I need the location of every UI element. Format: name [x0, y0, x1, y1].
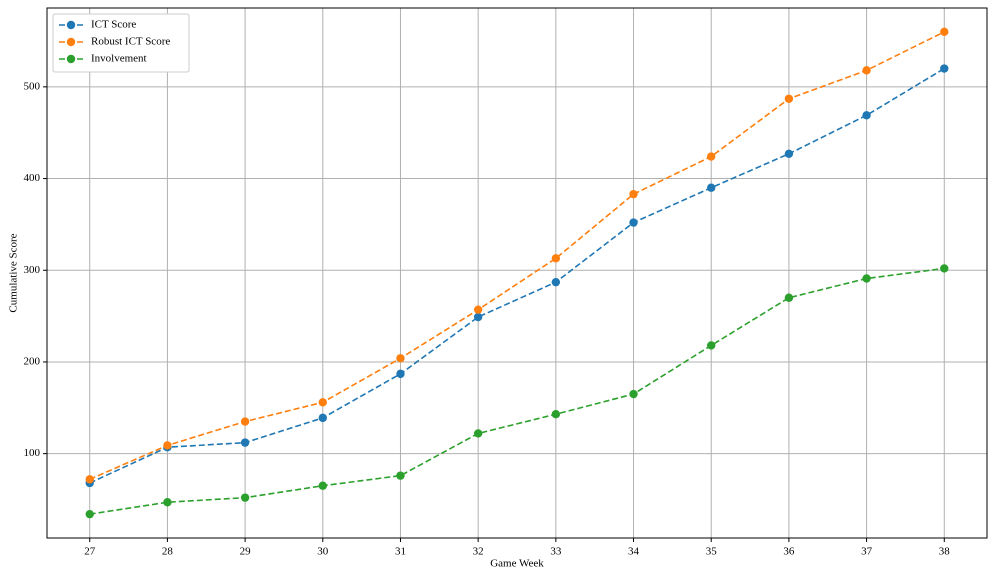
point	[707, 341, 716, 350]
x-tick-label: 28	[162, 546, 174, 558]
point	[551, 254, 561, 263]
x-tick-label: 35	[706, 546, 718, 558]
legend-label: ICT Score	[91, 19, 136, 31]
point	[240, 438, 250, 447]
point	[163, 441, 172, 450]
x-tick-label: 36	[783, 546, 795, 558]
x-tick-label: 33	[550, 546, 562, 558]
point	[318, 398, 327, 407]
line	[89, 267, 945, 515]
y-tick-label: 100	[24, 447, 41, 459]
point	[85, 475, 94, 484]
point	[473, 312, 483, 322]
legend-label: Robust ICT Score	[91, 36, 170, 48]
x-tick-label: 34	[628, 546, 640, 558]
legend: ICT Score Robust ICT Score Involvement	[52, 13, 190, 73]
point	[707, 152, 716, 161]
legend-box	[52, 13, 190, 73]
legend-marker	[66, 37, 76, 47]
point	[629, 218, 638, 227]
x-tick-label: 31	[395, 546, 406, 558]
y-tick-label: 500	[24, 80, 41, 92]
point	[473, 429, 483, 438]
point	[396, 369, 405, 379]
x-tick-label: 30	[317, 546, 329, 558]
point	[473, 305, 483, 314]
y-tick-label: 400	[24, 172, 41, 184]
point	[784, 94, 794, 103]
x-tick-label: 38	[939, 546, 951, 558]
point	[707, 183, 716, 192]
legend-label: Involvement	[91, 53, 147, 65]
point	[551, 410, 561, 419]
point	[862, 274, 871, 283]
point	[163, 498, 172, 507]
line	[89, 67, 945, 484]
x-tick-label: 29	[240, 546, 252, 558]
legend-marker	[66, 54, 76, 64]
x-tick-label: 32	[473, 546, 484, 558]
point	[862, 66, 871, 75]
point	[240, 493, 250, 502]
point	[784, 149, 794, 158]
point	[940, 64, 949, 73]
y-tick-label: 300	[24, 264, 41, 276]
legend-marker	[66, 20, 76, 30]
line	[89, 31, 945, 481]
point	[784, 293, 794, 302]
point	[862, 111, 871, 120]
point	[396, 471, 405, 480]
x-axis-label: Game Week	[490, 558, 544, 570]
point	[240, 417, 250, 426]
y-tick-label: 200	[24, 355, 41, 367]
point	[318, 481, 327, 490]
x-tick-label: 37	[861, 546, 873, 558]
point	[318, 413, 327, 423]
plot-frame	[46, 7, 988, 539]
point	[629, 389, 638, 399]
point	[940, 27, 949, 37]
y-axis-label: Cumulative Score	[8, 233, 20, 312]
point	[629, 189, 638, 199]
x-tick-label: 27	[84, 546, 96, 558]
point	[551, 277, 561, 287]
point	[396, 354, 405, 363]
point	[940, 264, 949, 273]
point	[85, 509, 94, 519]
